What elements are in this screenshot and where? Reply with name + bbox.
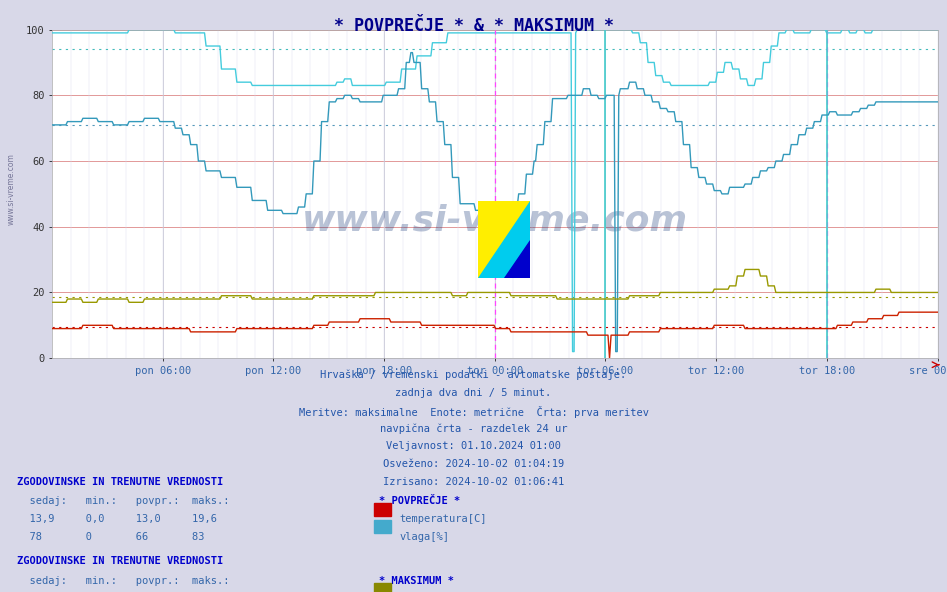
- Text: 13,9     0,0     13,0     19,6: 13,9 0,0 13,0 19,6: [17, 514, 236, 524]
- Text: * POVPREČJE *: * POVPREČJE *: [379, 496, 460, 506]
- Text: vlaga[%]: vlaga[%]: [400, 532, 450, 542]
- Text: navpična črta - razdelek 24 ur: navpična črta - razdelek 24 ur: [380, 423, 567, 434]
- Text: sedaj:   min.:   povpr.:  maks.:: sedaj: min.: povpr.: maks.:: [17, 496, 236, 506]
- Text: 78       0       66       83: 78 0 66 83: [17, 532, 236, 542]
- Polygon shape: [478, 201, 530, 278]
- Text: www.si-vreme.com: www.si-vreme.com: [302, 203, 688, 237]
- Text: temperatura[C]: temperatura[C]: [400, 514, 487, 524]
- Text: www.si-vreme.com: www.si-vreme.com: [7, 153, 16, 226]
- Text: Osveženo: 2024-10-02 01:04:19: Osveženo: 2024-10-02 01:04:19: [383, 459, 564, 469]
- Text: * POVPREČJE * & * MAKSIMUM *: * POVPREČJE * & * MAKSIMUM *: [333, 17, 614, 34]
- Polygon shape: [478, 201, 530, 278]
- Text: zadnja dva dni / 5 minut.: zadnja dva dni / 5 minut.: [396, 388, 551, 398]
- Text: ZGODOVINSKE IN TRENUTNE VREDNOSTI: ZGODOVINSKE IN TRENUTNE VREDNOSTI: [17, 477, 223, 487]
- Text: Meritve: maksimalne  Enote: metrične  Črta: prva meritev: Meritve: maksimalne Enote: metrične Črta…: [298, 406, 649, 417]
- Text: Veljavnost: 01.10.2024 01:00: Veljavnost: 01.10.2024 01:00: [386, 441, 561, 451]
- Polygon shape: [505, 240, 530, 278]
- Text: Hrvaška / vremenski podatki - avtomatske postaje.: Hrvaška / vremenski podatki - avtomatske…: [320, 370, 627, 381]
- Text: * MAKSIMUM *: * MAKSIMUM *: [379, 576, 454, 586]
- Text: ZGODOVINSKE IN TRENUTNE VREDNOSTI: ZGODOVINSKE IN TRENUTNE VREDNOSTI: [17, 556, 223, 567]
- Text: sedaj:   min.:   povpr.:  maks.:: sedaj: min.: povpr.: maks.:: [17, 576, 236, 586]
- Text: Izrisano: 2024-10-02 01:06:41: Izrisano: 2024-10-02 01:06:41: [383, 477, 564, 487]
